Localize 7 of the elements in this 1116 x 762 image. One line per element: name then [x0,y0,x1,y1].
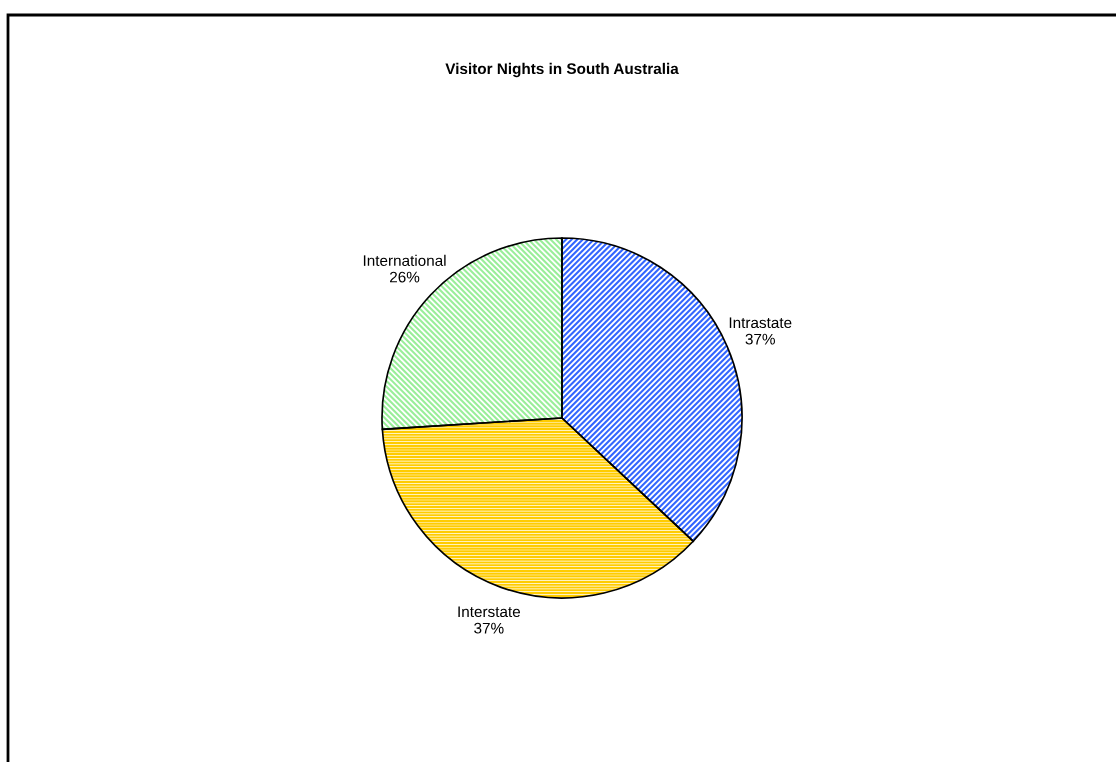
data-label: 37% [745,333,775,345]
data-label: 26% [390,271,420,283]
slice-label: Intrastate [729,317,792,329]
chart-title: Visitor Nights in South Australia [445,62,679,78]
slice-label: International [363,254,446,267]
slice-label: Interstate [458,606,520,618]
data-label: 37% [474,622,504,634]
